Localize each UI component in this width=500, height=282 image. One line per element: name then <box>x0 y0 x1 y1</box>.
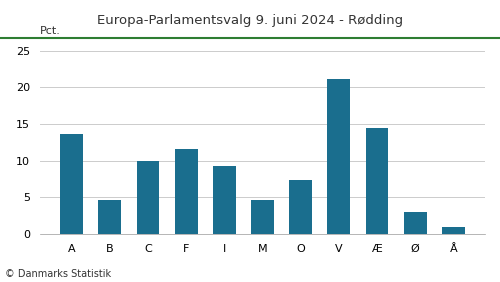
Bar <box>136 161 160 234</box>
Bar <box>328 79 350 234</box>
Bar <box>289 180 312 234</box>
Bar <box>366 129 388 234</box>
Text: © Danmarks Statistik: © Danmarks Statistik <box>5 269 111 279</box>
Text: Pct.: Pct. <box>40 26 61 36</box>
Bar <box>213 166 236 234</box>
Bar <box>98 200 122 234</box>
Bar <box>442 227 465 234</box>
Text: Europa-Parlamentsvalg 9. juni 2024 - Rødding: Europa-Parlamentsvalg 9. juni 2024 - Rød… <box>97 14 403 27</box>
Bar <box>60 134 83 234</box>
Bar <box>174 149 198 234</box>
Bar <box>251 200 274 234</box>
Bar <box>404 212 426 234</box>
